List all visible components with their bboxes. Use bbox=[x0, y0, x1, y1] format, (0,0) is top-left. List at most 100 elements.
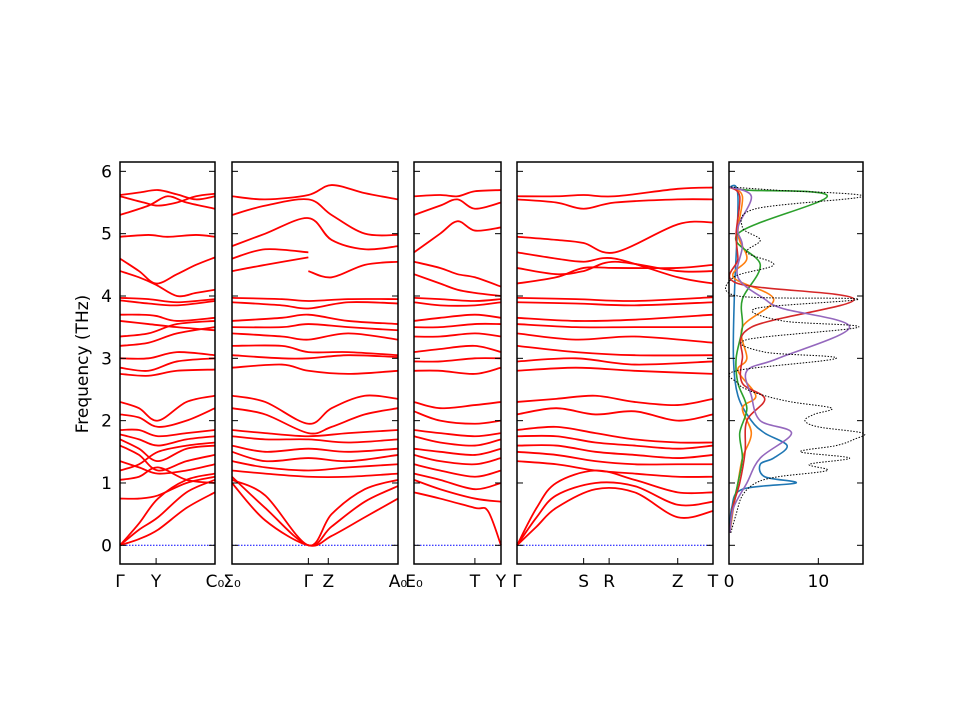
x-tick-label: C₀ bbox=[206, 572, 225, 592]
band-line bbox=[119, 466, 216, 484]
band-line bbox=[119, 460, 216, 475]
band-line bbox=[231, 435, 399, 444]
band-line bbox=[516, 366, 714, 375]
band-line bbox=[231, 363, 399, 375]
x-tick-label: E₀ bbox=[405, 572, 423, 592]
band-line bbox=[413, 273, 502, 297]
band-panel-1: 0 1 2 3 4 5 6 Γ Y C₀ bbox=[101, 161, 225, 592]
band-line bbox=[413, 463, 502, 478]
band-line bbox=[231, 450, 399, 463]
band-line bbox=[119, 433, 216, 447]
band-line bbox=[119, 441, 216, 472]
band-line bbox=[516, 263, 714, 285]
band-line bbox=[516, 198, 714, 210]
band-line bbox=[516, 251, 714, 285]
band-panel-2: Σ₀ Γ Z A₀ bbox=[223, 161, 408, 592]
band-line bbox=[516, 301, 714, 307]
y-tick-label: 0 bbox=[101, 536, 112, 556]
y-tick-label: 2 bbox=[101, 412, 112, 432]
band-line bbox=[119, 351, 216, 360]
partial-dos-line bbox=[728, 184, 797, 533]
band-line bbox=[231, 476, 399, 547]
band-line bbox=[516, 357, 714, 366]
band-line bbox=[413, 479, 502, 503]
panel-frame bbox=[413, 161, 502, 565]
band-line bbox=[119, 234, 216, 238]
band-line bbox=[231, 296, 399, 302]
band-line bbox=[231, 248, 309, 260]
band-line bbox=[413, 344, 502, 353]
band-line bbox=[516, 469, 714, 546]
y-tick-label: 1 bbox=[101, 474, 112, 494]
band-panel-3: E₀ T Y bbox=[405, 161, 507, 592]
band-line bbox=[119, 357, 216, 372]
partial-dos-line bbox=[728, 186, 851, 533]
band-line bbox=[413, 410, 502, 425]
y-tick-label: 3 bbox=[101, 349, 112, 369]
band-line bbox=[516, 460, 714, 478]
band-line bbox=[119, 472, 216, 546]
band-line bbox=[119, 313, 216, 322]
band-line bbox=[119, 192, 216, 207]
band-line bbox=[231, 198, 399, 237]
x-tick-label: R bbox=[603, 572, 615, 592]
band-line bbox=[413, 401, 502, 410]
band-line bbox=[231, 429, 399, 438]
x-tick-label: S bbox=[578, 572, 589, 592]
band-line bbox=[119, 270, 216, 298]
band-line bbox=[516, 220, 714, 254]
band-line bbox=[413, 357, 502, 363]
x-tick-label: Γ bbox=[304, 572, 314, 592]
band-line bbox=[516, 425, 714, 444]
band-line bbox=[119, 326, 216, 347]
band-line bbox=[231, 394, 399, 425]
x-tick-label: T bbox=[707, 572, 719, 592]
dos-x-tick-label: 0 bbox=[724, 572, 735, 592]
band-line bbox=[516, 332, 714, 344]
band-line bbox=[516, 394, 714, 407]
dos-x-tick-label: 10 bbox=[808, 572, 830, 592]
band-line bbox=[413, 332, 502, 338]
partial-dos-line bbox=[728, 186, 829, 533]
band-line bbox=[119, 368, 216, 377]
x-tick-label: Z bbox=[672, 572, 684, 592]
band-line bbox=[231, 469, 399, 479]
band-line bbox=[413, 189, 502, 198]
band-line bbox=[119, 475, 216, 500]
band-line bbox=[119, 479, 216, 546]
band-line bbox=[413, 220, 502, 254]
x-tick-label: Z bbox=[322, 572, 334, 592]
panel-frame bbox=[119, 161, 216, 565]
y-tick-label: 5 bbox=[101, 225, 112, 245]
band-line bbox=[413, 313, 502, 322]
band-line bbox=[119, 407, 216, 428]
dos-frame bbox=[728, 161, 864, 565]
band-line bbox=[413, 472, 502, 491]
band-line bbox=[516, 186, 714, 198]
x-tick-label: A₀ bbox=[389, 572, 408, 592]
band-line bbox=[413, 198, 502, 216]
band-line bbox=[413, 454, 502, 466]
band-line bbox=[413, 260, 502, 288]
band-line bbox=[516, 344, 714, 357]
y-tick-label: 6 bbox=[101, 162, 112, 182]
band-line bbox=[516, 486, 714, 546]
band-line bbox=[231, 407, 399, 435]
band-line bbox=[413, 491, 502, 546]
band-line bbox=[516, 434, 714, 450]
band-line bbox=[119, 195, 216, 216]
band-line bbox=[119, 438, 216, 463]
band-line bbox=[231, 313, 399, 325]
band-line bbox=[231, 344, 399, 357]
y-tick-label: 4 bbox=[101, 287, 112, 307]
band-line bbox=[119, 491, 216, 547]
partial-dos-line bbox=[728, 186, 855, 533]
band-line bbox=[516, 481, 714, 546]
x-tick-label: Y bbox=[495, 572, 507, 592]
panel-frame bbox=[231, 161, 399, 565]
band-line bbox=[119, 256, 216, 285]
y-axis-label: Frequency (THz) bbox=[73, 295, 93, 434]
band-line bbox=[119, 444, 216, 472]
x-tick-label: T bbox=[469, 572, 481, 592]
